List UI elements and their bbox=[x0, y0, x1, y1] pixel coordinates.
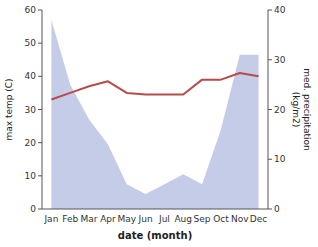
x-tick-label: Jan bbox=[43, 214, 58, 224]
y-tick-label: 50 bbox=[25, 38, 37, 48]
y-tick bbox=[38, 142, 42, 143]
y2-tick-label: 40 bbox=[274, 5, 286, 15]
x-tick-label: Sep bbox=[194, 214, 211, 224]
y2-tick-label: 30 bbox=[274, 55, 286, 65]
y-tick-label: 0 bbox=[30, 204, 36, 214]
x-tick-label: Nov bbox=[231, 214, 249, 224]
y2-tick bbox=[268, 109, 272, 110]
x-tick-label: Oct bbox=[213, 214, 229, 224]
y2-axis-title: med. precipitation(kg/m2) bbox=[291, 68, 312, 150]
y-tick bbox=[38, 109, 42, 110]
area bbox=[51, 20, 258, 209]
plot-area bbox=[51, 20, 258, 209]
y-tick bbox=[38, 43, 42, 44]
y-tick bbox=[38, 76, 42, 77]
x-tick-label: Feb bbox=[62, 214, 78, 224]
y-tick bbox=[38, 175, 42, 176]
y2-tick-label: 0 bbox=[274, 204, 280, 214]
y-tick-label: 40 bbox=[25, 71, 37, 81]
y-tick-label: 60 bbox=[25, 5, 37, 15]
chart: 0 10 20 30 40 50 60 0 10 20 30 40 Jan FebMarAprMayJun… bbox=[0, 0, 318, 247]
y2-tick-label: 10 bbox=[274, 154, 286, 164]
y2-tick bbox=[268, 59, 272, 60]
y-axis-title: max temp (C) bbox=[4, 78, 14, 140]
y-tick-label: 30 bbox=[25, 105, 37, 115]
y2-tick bbox=[268, 159, 272, 160]
x-axis-title: date (month) bbox=[118, 230, 192, 241]
y-tick bbox=[38, 209, 42, 210]
x-tick-label: May bbox=[117, 214, 136, 224]
line bbox=[51, 73, 258, 100]
y2-tick bbox=[268, 10, 272, 11]
x-axis bbox=[42, 209, 268, 210]
y2-tick-label: 20 bbox=[274, 105, 286, 115]
x-tick-label: Aug bbox=[174, 214, 192, 224]
x-tick-label: Jul bbox=[158, 214, 170, 224]
x-tick-label: Mar bbox=[81, 214, 98, 224]
y-tick-label: 20 bbox=[25, 138, 37, 148]
y2-tick bbox=[268, 209, 272, 210]
y-tick-label: 10 bbox=[25, 171, 37, 181]
x-tick-label: Jun bbox=[138, 214, 153, 224]
x-tick-label: Dec bbox=[250, 214, 267, 224]
y-tick bbox=[38, 10, 42, 11]
x-tick-label: Apr bbox=[100, 214, 116, 224]
